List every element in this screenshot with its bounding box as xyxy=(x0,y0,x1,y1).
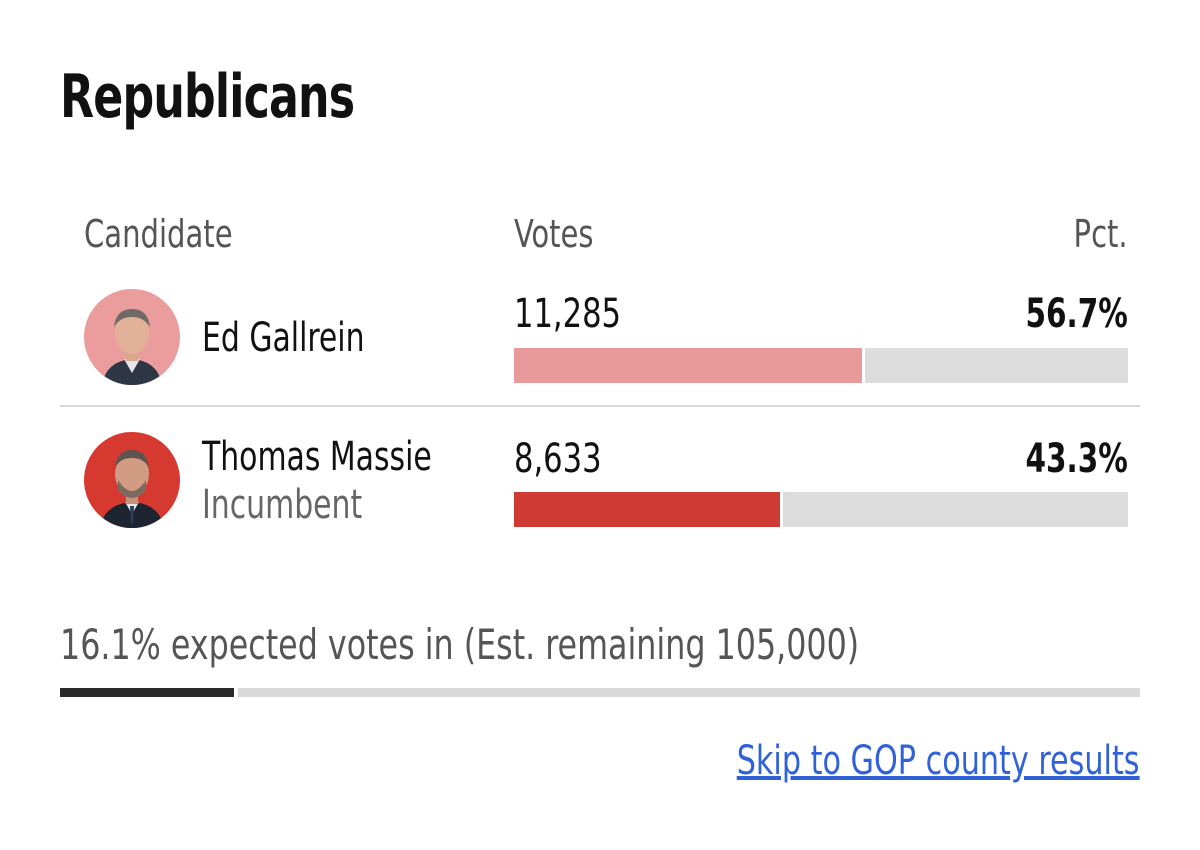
candidate-name: Thomas Massie xyxy=(202,434,432,480)
vote-bar-track xyxy=(514,348,1128,383)
candidate-row: Ed Gallrein 11,285 56.7% xyxy=(60,285,1140,395)
row-divider xyxy=(60,405,1140,407)
column-header-pct: Pct. xyxy=(1073,212,1128,256)
vote-count: 11,285 xyxy=(514,291,622,337)
expected-votes-progress-fill xyxy=(60,688,238,697)
skip-to-county-results-link[interactable]: Skip to GOP county results xyxy=(737,738,1140,784)
vote-count: 8,633 xyxy=(514,436,602,482)
vote-bar-fill xyxy=(514,492,783,527)
candidate-row: Thomas Massie Incumbent 8,633 43.3% xyxy=(60,430,1140,540)
vote-percentage: 56.7% xyxy=(1025,291,1128,337)
vote-percentage: 43.3% xyxy=(1025,436,1128,482)
vote-bar-track xyxy=(514,492,1128,527)
vote-bar-fill xyxy=(514,348,866,383)
candidate-photo-avatar xyxy=(84,432,180,528)
column-header-votes: Votes xyxy=(514,212,594,256)
incumbent-label: Incumbent xyxy=(202,482,363,528)
expected-votes-text: 16.1% expected votes in (Est. remaining … xyxy=(60,620,860,669)
candidate-name: Ed Gallrein xyxy=(202,315,365,361)
section-title: Republicans xyxy=(60,62,355,132)
column-header-candidate: Candidate xyxy=(84,212,233,256)
expected-votes-progress-track xyxy=(60,688,1140,697)
candidate-photo-avatar xyxy=(84,289,180,385)
